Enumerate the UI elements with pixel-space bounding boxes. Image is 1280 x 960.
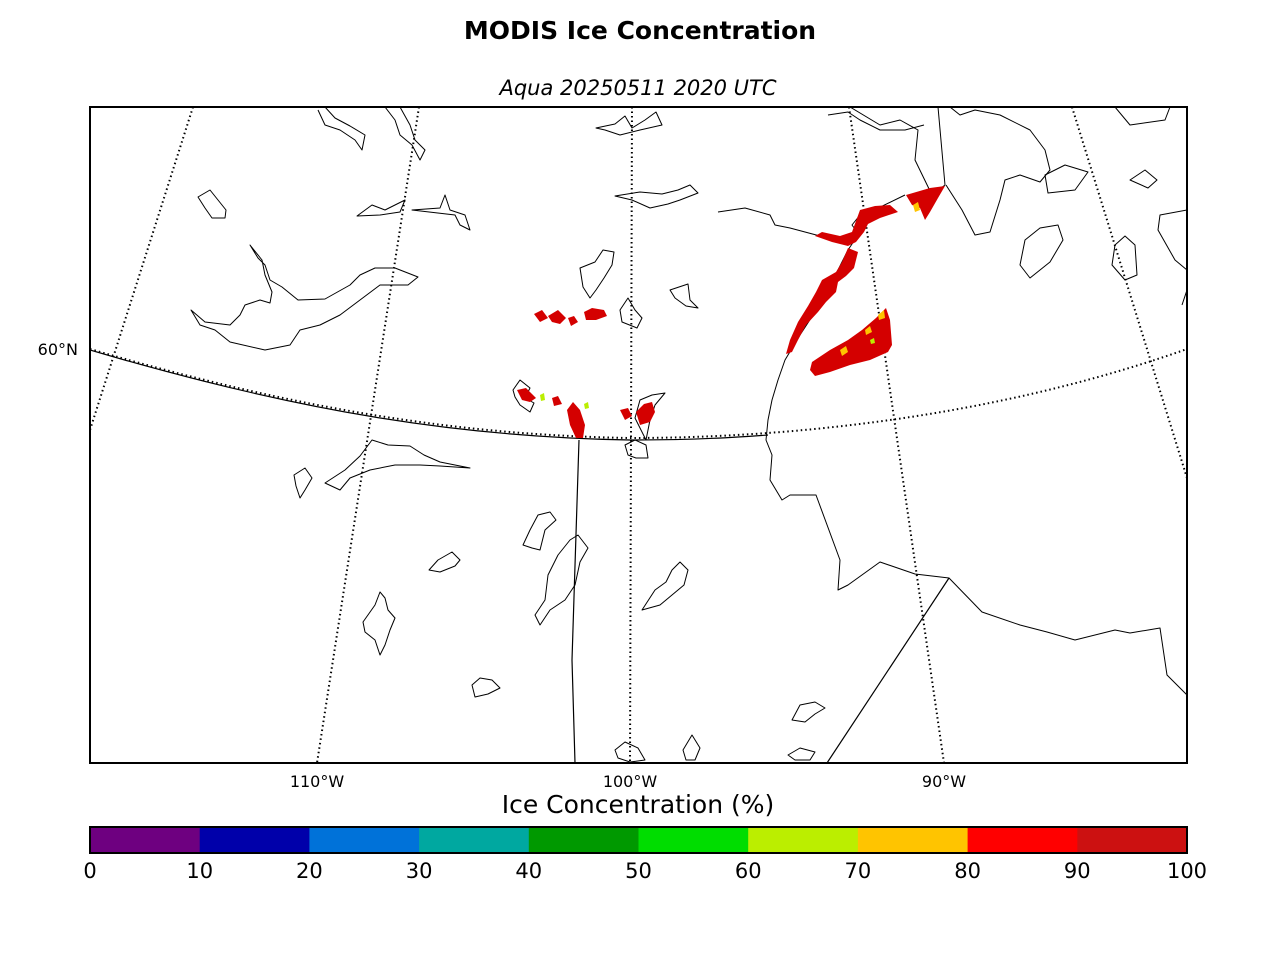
colorbar-segment [419,827,530,853]
colorbar-label: Ice Concentration (%) [502,790,775,819]
political-boundaries [90,349,950,763]
lon-label-90w: 90°W [922,772,966,791]
small-lake-west [197,189,227,219]
ice-concentration-retrievals [517,186,945,438]
ice-patch-dubawnt-west [517,388,562,406]
map-title: MODIS Ice Concentration [464,16,816,45]
colorbar-segment [90,827,201,853]
map-subtitle: Aqua 20250511 2020 UTC [497,76,776,100]
ice-patch-dubawnt-east [620,402,655,425]
colorbar: Ice Concentration (%) 0 10 20 30 40 50 60 70 80 9… [83,790,1207,883]
colorbar-segment [309,827,420,853]
colorbar-segment [1077,827,1188,853]
colorbar-tick-label: 100 [1167,859,1207,883]
ice-patch-chesterfield [815,205,898,246]
graticule-meridian-100w [629,107,633,763]
colorbar-segment [857,827,969,853]
colorbar-segment [199,827,310,853]
graticule [90,107,1187,763]
ice-patch-offshore-east [810,308,892,376]
colorbar-segment [967,827,1078,853]
colorbar-tick-label: 70 [845,859,872,883]
colorbar-tick-label: 60 [735,859,762,883]
coats-island-coast [1019,224,1064,279]
lat-label-60n: 60°N [38,340,78,359]
colorbar-ticks: 0 10 20 30 40 50 60 70 80 90 100 [83,859,1207,883]
lon-label-100w: 100°W [603,772,658,791]
colorbar-segment [638,827,749,853]
colorbar-tick-label: 20 [296,859,323,883]
colorbar-tick-label: 0 [83,859,96,883]
colorbar-tick-label: 30 [406,859,433,883]
map-background [90,107,1187,763]
colorbar-tick-label: 80 [954,859,981,883]
colorbar-tick-label: 10 [186,859,213,883]
colorbar-segments [90,827,1188,853]
colorbar-tick-label: 90 [1064,859,1091,883]
ice-patch-lake-center [534,308,607,326]
baker-lake-area [827,111,925,131]
map-panel: 60°N 110°W 100°W 90°W [38,106,1188,791]
colorbar-segment [748,827,859,853]
graticule-meridian-80w [1071,107,1187,479]
ice-patch-coast-band [786,248,858,354]
lon-label-110w: 110°W [290,772,345,791]
southern-lakes [293,439,826,763]
graticule-parallel-60n [90,348,1187,440]
ice-patch-dubawnt-center [567,402,585,438]
southampton-island-coast [945,107,1051,236]
colorbar-frame [89,826,1188,854]
colorbar-tick-label: 40 [515,859,542,883]
colorbar-tick-label: 50 [625,859,652,883]
colorbar-segment [528,827,639,853]
manitoba-ontario-boundary [826,577,950,763]
territory-boundary [90,349,769,441]
lake-cluster-north [356,107,471,231]
northern-lakes [579,111,699,329]
ice-patch-hudson-coast-north [906,186,945,220]
mansel-island-coast [1111,235,1138,281]
great-bear-lake-arm [317,107,366,151]
map-frame [89,106,1188,764]
baffin-coast [1044,107,1187,306]
great-slave-lake [190,244,419,351]
nunavut-boundary [571,439,580,763]
